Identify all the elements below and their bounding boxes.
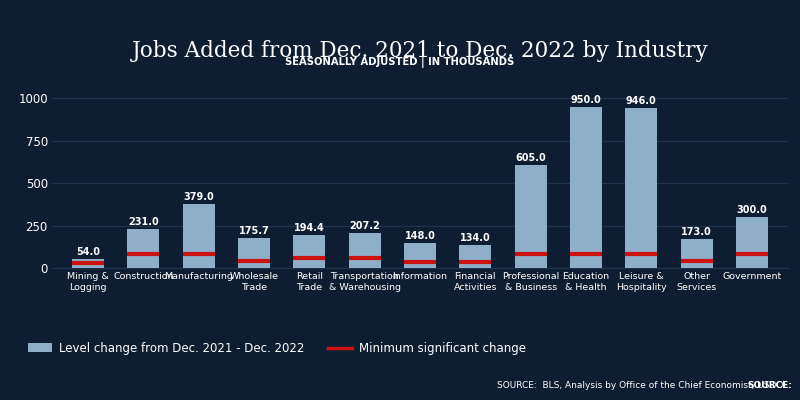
- Bar: [681, 239, 713, 268]
- Text: 231.0: 231.0: [128, 217, 158, 227]
- Text: 173.0: 173.0: [682, 227, 712, 237]
- Bar: [238, 238, 270, 268]
- Text: 194.4: 194.4: [294, 223, 325, 233]
- Bar: [404, 243, 436, 268]
- Title: Jobs Added from Dec. 2021 to Dec. 2022 by Industry: Jobs Added from Dec. 2021 to Dec. 2022 b…: [132, 40, 708, 62]
- Text: 207.2: 207.2: [350, 221, 380, 231]
- Text: SOURCE:: SOURCE:: [747, 381, 792, 390]
- Text: 605.0: 605.0: [515, 154, 546, 164]
- Bar: [294, 235, 326, 268]
- Text: 379.0: 379.0: [183, 192, 214, 202]
- Text: 54.0: 54.0: [76, 247, 100, 257]
- Text: 946.0: 946.0: [626, 96, 657, 106]
- Bar: [626, 108, 658, 268]
- Bar: [72, 259, 104, 268]
- Bar: [182, 204, 214, 268]
- Text: SEASONALLY ADJUSTED | IN THOUSANDS: SEASONALLY ADJUSTED | IN THOUSANDS: [286, 56, 514, 68]
- Bar: [459, 245, 491, 268]
- Text: 300.0: 300.0: [737, 205, 767, 215]
- Text: 950.0: 950.0: [570, 95, 602, 105]
- Text: 134.0: 134.0: [460, 233, 490, 243]
- Bar: [570, 107, 602, 268]
- Bar: [127, 229, 159, 268]
- Text: 175.7: 175.7: [238, 226, 270, 236]
- Bar: [736, 217, 768, 268]
- Text: SOURCE:  BLS, Analysis by Office of the Chief Economist, USDOL: SOURCE: BLS, Analysis by Office of the C…: [497, 381, 788, 390]
- Legend: Level change from Dec. 2021 - Dec. 2022, Minimum significant change: Level change from Dec. 2021 - Dec. 2022,…: [29, 342, 526, 355]
- Text: 148.0: 148.0: [405, 231, 435, 241]
- Bar: [514, 166, 546, 268]
- Bar: [349, 233, 381, 268]
